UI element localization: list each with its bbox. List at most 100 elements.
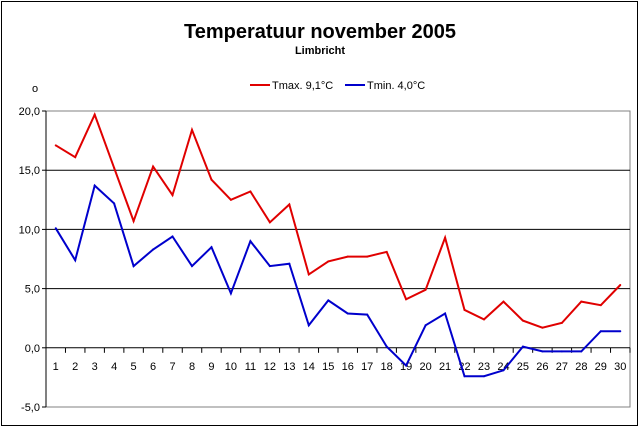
data-point [268,221,271,224]
data-point [113,166,116,169]
data-point [210,178,213,181]
series-line-tmax [55,111,622,329]
x-tick-label: 29 [595,361,607,373]
data-point [619,330,622,333]
x-tick-label: 11 [245,361,256,373]
x-tick-label: 7 [169,361,175,373]
data-point [327,299,330,302]
x-tick-label: 6 [150,361,156,373]
data-point [463,375,466,378]
data-point [541,326,544,329]
data-point [560,350,563,353]
data-point [444,312,447,315]
x-tick-label: 5 [131,361,137,373]
data-point [521,345,524,348]
data-point [541,350,544,353]
data-point [424,288,427,291]
data-point [580,350,583,353]
x-tick-label: 24 [497,361,509,373]
x-tick-label: 8 [189,361,195,373]
data-point [93,113,96,116]
data-point [74,156,77,159]
x-tick-label: 20 [419,361,431,373]
data-point [191,265,193,268]
x-tick-label: 16 [342,361,354,373]
data-point [307,273,310,276]
data-point [580,300,583,303]
data-point [346,312,349,315]
data-point [74,259,77,262]
x-tick-label: 21 [439,361,451,373]
legend-label: Tmax. 9,1°C [272,80,333,92]
data-point [152,165,155,168]
data-point [405,364,408,367]
y-tick-label: 15,0 [19,165,40,177]
data-point [366,313,369,316]
x-tick-label: 26 [536,361,548,373]
x-tick-label: 18 [381,361,393,373]
data-point [229,198,232,201]
y-tick-label: 5,0 [25,284,40,296]
x-tick-label: 30 [614,361,626,373]
data-point [502,369,505,372]
data-point [229,292,232,295]
x-tick-label: 10 [225,361,237,373]
data-point [327,260,330,263]
data-point [171,235,174,238]
data-point [288,203,291,206]
data-point [249,190,252,193]
data-point [502,300,505,303]
x-tick-label: 1 [53,361,59,373]
data-point [405,298,408,301]
data-point [171,194,174,197]
legend-label: Tmin. 4,0°C [367,80,425,92]
x-tick-label: 17 [361,361,373,373]
chart-subtitle: Limbricht [295,45,345,57]
data-point [483,318,485,321]
data-point [54,227,57,230]
data-point [268,265,271,268]
x-tick-label: 25 [517,361,529,373]
y-tick-label: 20,0 [19,106,40,118]
data-point [191,128,193,131]
x-tick-label: 23 [478,361,490,373]
data-point [288,262,291,265]
series-line-tmin [54,183,621,378]
x-tick-label: 9 [208,361,214,373]
data-point [619,284,622,287]
data-point [424,324,427,327]
x-tick-label: 27 [556,361,568,373]
y-tick-label: 0,0 [25,343,40,355]
data-point [210,246,213,249]
data-point [599,330,602,333]
y-axis-label: o [32,83,38,95]
data-point [599,304,602,307]
x-tick-label: 14 [303,361,315,373]
data-point [307,324,310,327]
legend: Tmax. 9,1°C Tmin. 4,0°C [250,80,425,92]
data-point [463,308,466,311]
data-point [93,184,96,187]
data-point [346,255,349,258]
data-point [444,236,447,239]
x-tick-label: 3 [92,361,98,373]
data-point [483,375,485,378]
x-tick-label: 28 [575,361,587,373]
data-point [113,202,116,205]
data-point [132,220,135,223]
data-point [385,250,388,253]
x-tick-label: 12 [264,361,276,373]
x-tick-label: 15 [322,361,334,373]
data-point [521,319,524,322]
x-tick-label: 13 [283,361,295,373]
x-tick-label: 4 [111,361,117,373]
y-tick-label: -5,0 [21,402,40,414]
x-tick-label: 2 [72,361,78,373]
data-point [366,255,369,258]
data-point [249,240,252,243]
chart-title: Temperatuur november 2005 [184,21,456,43]
data-point [132,265,135,268]
data-point [385,345,388,348]
